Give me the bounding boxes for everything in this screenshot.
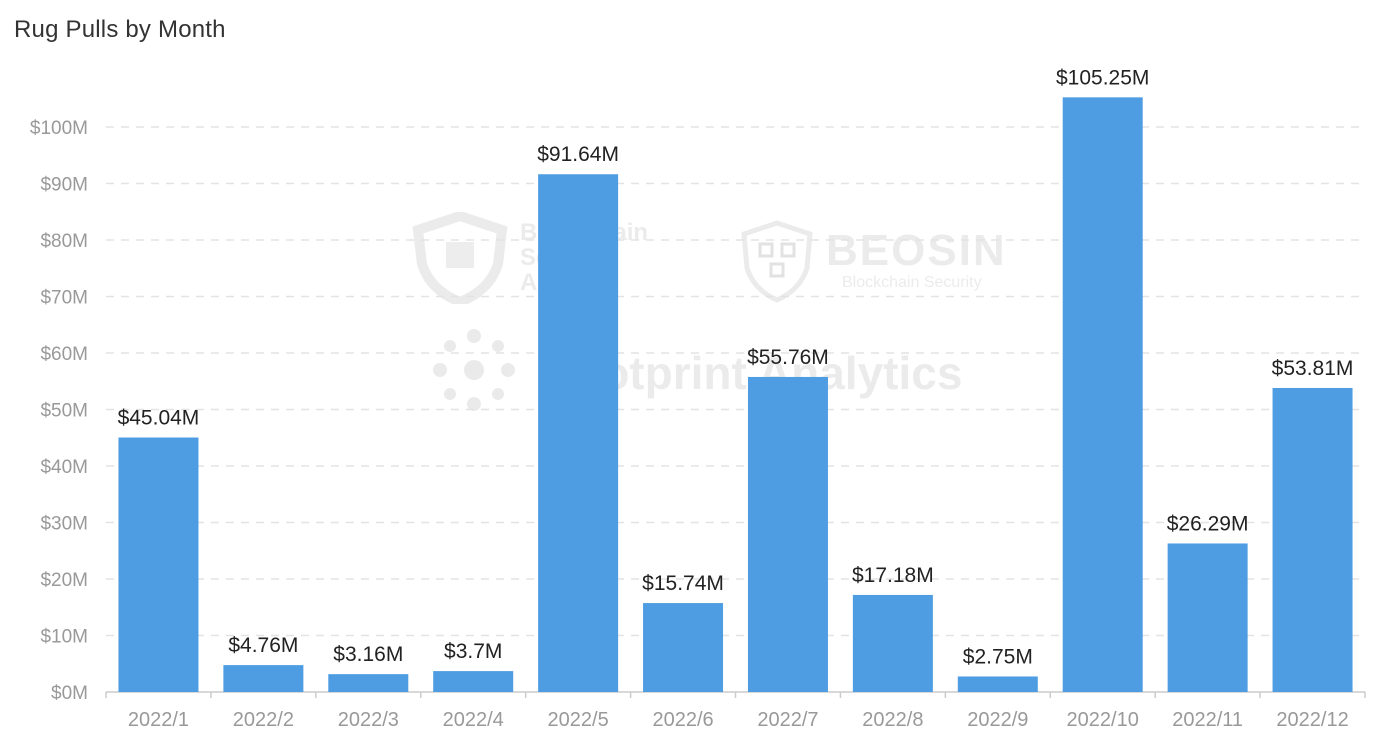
x-tick-label: 2022/2 xyxy=(233,709,294,731)
y-tick-label: $80M xyxy=(40,231,88,252)
x-tick-label: 2022/6 xyxy=(652,709,713,731)
bar-2022-4 xyxy=(433,671,514,692)
y-tick-label: $90M xyxy=(40,175,88,196)
bar-2022-10 xyxy=(1062,97,1143,692)
data-label: $4.76M xyxy=(228,634,298,657)
x-tick-label: 2022/10 xyxy=(1067,709,1139,731)
bar-2022-9 xyxy=(957,676,1038,692)
data-label: $17.18M xyxy=(852,564,934,587)
data-label: $3.7M xyxy=(444,640,502,663)
axes: $0M $10M $20M $30M $40M $50M $60M $70M $80M $90M $… xyxy=(30,118,1366,731)
chart-title: Rug Pulls by Month xyxy=(14,16,226,43)
data-label: $105.25M xyxy=(1056,66,1149,89)
x-tick-label: 2022/12 xyxy=(1276,709,1348,731)
data-label: $55.76M xyxy=(747,346,829,369)
x-tick-label: 2022/5 xyxy=(548,709,609,731)
data-label: $45.04M xyxy=(118,407,200,430)
bar-2022-3 xyxy=(328,674,409,692)
bar-2022-7 xyxy=(747,376,828,692)
bar-2022-2 xyxy=(223,665,304,692)
x-tick-label: 2022/3 xyxy=(338,709,399,731)
y-tick-label: $100M xyxy=(30,118,88,139)
bars xyxy=(118,97,1353,692)
data-label: $53.81M xyxy=(1272,357,1354,380)
y-tick-label: $20M xyxy=(40,570,88,591)
y-tick-label: $10M xyxy=(40,627,88,648)
data-label: $2.75M xyxy=(963,645,1033,668)
bar-2022-8 xyxy=(852,594,933,692)
bar-2022-5 xyxy=(538,174,619,692)
y-tick-label: $60M xyxy=(40,344,88,365)
bar-2022-11 xyxy=(1167,543,1248,692)
x-tick-label: 2022/11 xyxy=(1172,709,1243,731)
data-labels: $45.04M $4.76M $3.16M $3.7M $91.64M $15.74M $5… xyxy=(118,66,1354,668)
x-tick-label: 2022/8 xyxy=(862,709,923,731)
data-label: $91.64M xyxy=(537,143,619,166)
x-tick-label: 2022/7 xyxy=(757,709,818,731)
y-tick-label: $70M xyxy=(40,288,88,309)
y-tick-label: $50M xyxy=(40,401,88,422)
y-tick-label: $40M xyxy=(40,457,88,478)
data-label: $15.74M xyxy=(642,572,724,595)
x-tick-label: 2022/9 xyxy=(967,709,1028,731)
x-tick-label: 2022/4 xyxy=(443,709,504,731)
bar-2022-12 xyxy=(1272,387,1353,692)
y-tick-label: $0M xyxy=(51,683,88,704)
y-tick-label: $30M xyxy=(40,514,88,535)
data-label: $3.16M xyxy=(333,643,403,666)
bar-2022-1 xyxy=(118,437,199,692)
x-tick-label: 2022/1 xyxy=(128,709,189,731)
bar-2022-6 xyxy=(643,603,724,692)
data-label: $26.29M xyxy=(1167,512,1249,535)
